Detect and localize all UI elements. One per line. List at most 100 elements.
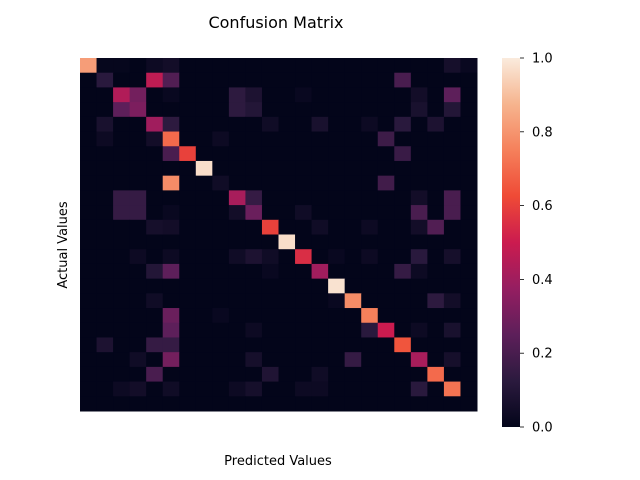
heatmap-cell xyxy=(195,366,213,383)
heatmap-cell xyxy=(295,175,313,191)
heatmap-cell xyxy=(361,352,379,368)
heatmap-cell xyxy=(113,263,131,280)
heatmap-cell xyxy=(460,87,478,103)
heatmap-cell xyxy=(410,146,428,162)
heatmap-cell xyxy=(410,190,428,206)
heatmap-cell xyxy=(328,72,346,88)
heatmap-cell xyxy=(410,205,428,221)
heatmap-cell xyxy=(311,205,329,221)
heatmap-cell xyxy=(146,219,164,235)
heatmap-cell xyxy=(146,102,164,118)
heatmap-cell xyxy=(328,308,346,324)
heatmap-cell xyxy=(261,293,279,309)
heatmap-cell xyxy=(195,234,213,250)
heatmap-cell xyxy=(295,102,313,118)
heatmap-cell xyxy=(245,249,263,265)
heatmap-cell xyxy=(344,249,362,265)
heatmap-cell xyxy=(344,72,362,88)
heatmap-cell xyxy=(344,322,362,338)
heatmap-cell xyxy=(295,58,313,74)
heatmap-cell xyxy=(377,249,395,265)
heatmap-cell xyxy=(228,337,246,353)
heatmap-cell xyxy=(245,263,263,280)
heatmap-cell xyxy=(427,219,445,235)
heatmap-cell xyxy=(443,278,461,294)
heatmap-cell xyxy=(344,337,362,353)
heatmap-cell xyxy=(394,234,412,250)
heatmap-cell xyxy=(427,58,445,74)
heatmap-cell xyxy=(146,175,164,191)
heatmap-cell xyxy=(328,160,346,177)
heatmap-cell xyxy=(146,249,164,265)
heatmap-cell xyxy=(228,146,246,162)
heatmap-cell xyxy=(328,249,346,265)
heatmap-cell xyxy=(278,146,296,162)
heatmap-cell xyxy=(162,381,180,397)
heatmap-cell xyxy=(113,102,131,118)
heatmap-cell xyxy=(113,322,131,338)
heatmap-cell xyxy=(443,116,461,133)
heatmap-cell xyxy=(295,160,313,177)
heatmap-cell xyxy=(212,249,230,265)
heatmap-cell xyxy=(80,205,98,221)
heatmap-cell xyxy=(344,278,362,294)
heatmap-cell xyxy=(311,160,329,177)
heatmap-cell xyxy=(427,263,445,280)
heatmap-cell xyxy=(129,322,147,338)
heatmap-cell xyxy=(394,219,412,235)
heatmap-cell xyxy=(245,234,263,250)
heatmap-cell xyxy=(278,337,296,353)
heatmap-cell xyxy=(410,352,428,368)
heatmap-cell xyxy=(179,293,197,309)
heatmap-cell xyxy=(328,58,346,74)
x-axis-label: Predicted Values xyxy=(224,454,332,469)
heatmap-cell xyxy=(410,278,428,294)
heatmap-cell xyxy=(212,131,230,147)
heatmap-cell xyxy=(377,352,395,368)
heatmap-cell xyxy=(443,234,461,250)
heatmap-cell xyxy=(96,249,114,265)
heatmap-cell xyxy=(129,87,147,103)
heatmap-cell xyxy=(460,293,478,309)
heatmap-cell xyxy=(344,381,362,397)
heatmap-cell xyxy=(311,175,329,191)
heatmap-cell xyxy=(377,58,395,74)
heatmap-cell xyxy=(162,190,180,206)
heatmap-cell xyxy=(311,72,329,88)
heatmap-cell xyxy=(460,219,478,235)
heatmap-cell xyxy=(96,308,114,324)
heatmap-cell xyxy=(179,146,197,162)
heatmap-cell xyxy=(394,337,412,353)
heatmap-cell xyxy=(162,175,180,191)
heatmap-cell xyxy=(212,352,230,368)
heatmap-cell xyxy=(460,337,478,353)
heatmap-cell xyxy=(410,58,428,74)
heatmap-cell xyxy=(113,352,131,368)
heatmap-cell xyxy=(96,58,114,74)
heatmap-cell xyxy=(228,131,246,147)
heatmap-cell xyxy=(311,249,329,265)
heatmap-cell xyxy=(460,234,478,250)
heatmap-cell xyxy=(361,293,379,309)
heatmap-cell xyxy=(179,249,197,265)
chart-title: Confusion Matrix xyxy=(208,13,343,32)
heatmap-cell xyxy=(113,146,131,162)
heatmap-cell xyxy=(146,87,164,103)
heatmap-cell xyxy=(377,160,395,177)
heatmap-cell xyxy=(212,116,230,133)
heatmap-cell xyxy=(278,205,296,221)
heatmap-cell xyxy=(146,146,164,162)
heatmap-cell xyxy=(377,263,395,280)
heatmap-cell xyxy=(427,293,445,309)
colorbar-gradient xyxy=(502,58,520,427)
heatmap-cell xyxy=(361,337,379,353)
heatmap-cell xyxy=(195,102,213,118)
heatmap-cell xyxy=(228,87,246,103)
heatmap-cell xyxy=(261,249,279,265)
heatmap-cell xyxy=(162,131,180,147)
heatmap-cell xyxy=(212,322,230,338)
heatmap-cell xyxy=(361,366,379,383)
heatmap-cell xyxy=(228,102,246,118)
heatmap-cell xyxy=(162,58,180,74)
heatmap-cell xyxy=(311,58,329,74)
